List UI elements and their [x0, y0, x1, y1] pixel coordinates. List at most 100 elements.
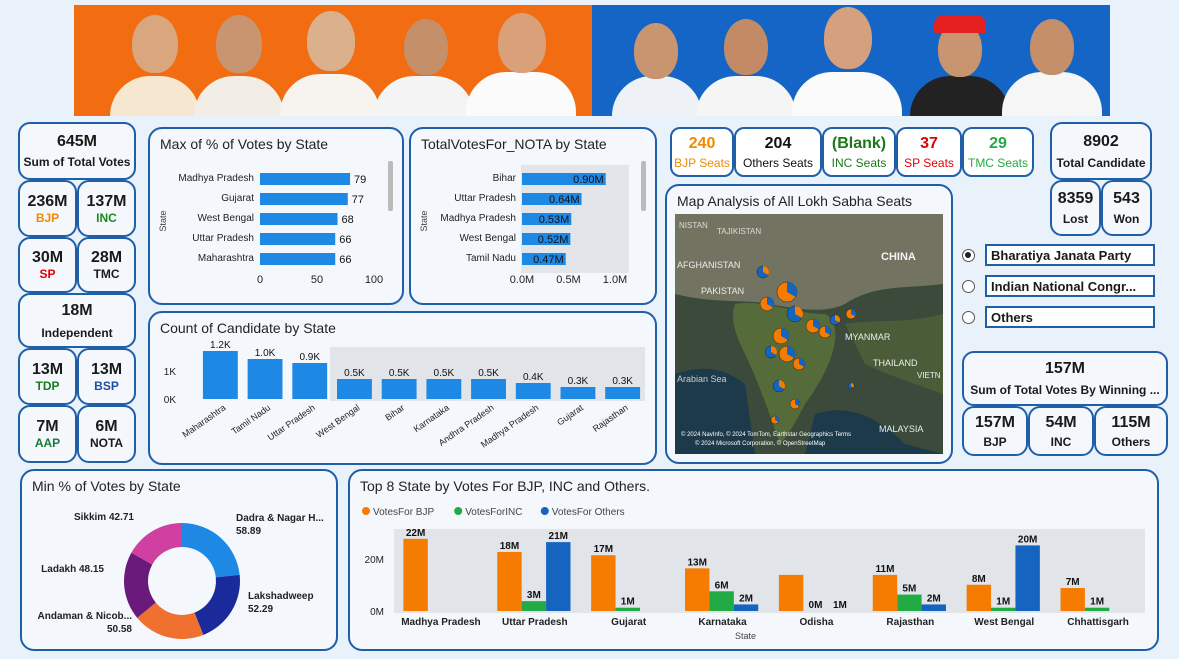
axis-label: State	[158, 210, 168, 231]
category-label: Madhya Pradesh	[401, 617, 480, 628]
tick-label: 50	[311, 274, 323, 286]
data-label: 11M	[876, 564, 895, 575]
kpi-independent-label: Independent	[41, 325, 113, 340]
radio-button[interactable]	[962, 310, 975, 324]
seat-card: 37 SP Seats	[896, 127, 962, 177]
winning-total-value: 157M	[1044, 360, 1086, 377]
data-label: 2M	[927, 593, 941, 604]
bar	[260, 213, 338, 225]
kpi-bjp-label: BJP	[35, 210, 60, 225]
category-label: Uttar Pradesh	[454, 193, 516, 204]
person-photo	[612, 5, 702, 116]
bar	[615, 607, 640, 611]
category-label: Gujarat	[555, 402, 585, 427]
winning-total-label: Sum of Total Votes By Winning ...	[970, 383, 1160, 397]
slice-label: Sikkim 42.71	[74, 512, 134, 523]
legend-label: VotesFor Others	[552, 507, 625, 518]
legend-label: VotesForINC	[465, 507, 522, 518]
slice-value-label: 52.29	[248, 604, 273, 615]
bar	[522, 173, 606, 185]
map-pie-slice	[825, 325, 832, 335]
bar	[1060, 588, 1085, 611]
bar	[260, 253, 336, 265]
map-label: NISTAN	[679, 221, 708, 230]
bar	[497, 551, 522, 611]
legend-marker	[540, 507, 549, 515]
category-label: Madhya Pradesh	[178, 173, 254, 184]
person-photo	[1002, 5, 1102, 116]
bar	[522, 253, 566, 265]
bar	[381, 379, 417, 399]
person-photo	[466, 5, 576, 116]
nota-card: TotalVotesFor_NOTA by State State Bihar 0.…	[409, 127, 657, 305]
map-pie-slice	[781, 327, 790, 340]
map-pie-slice	[851, 383, 855, 388]
bar	[546, 542, 571, 611]
data-label: 17M	[594, 544, 613, 555]
scrollbar	[641, 161, 646, 211]
seat-value: (Blank)	[831, 134, 887, 152]
kpi-sp-label: SP	[39, 267, 56, 281]
kpi-sp: 30M SP	[18, 237, 77, 293]
tick-label: 0M	[370, 607, 384, 618]
kpi-total-value: 645M	[56, 133, 98, 150]
bar	[522, 233, 571, 245]
data-label: 7M	[1066, 577, 1080, 588]
min-votes-card: Min % of Votes by State Dadra & Nagar H.…	[20, 469, 338, 651]
total-candidate-label: Total Candidate	[1056, 155, 1146, 170]
party-filter-option[interactable]: Indian National Congr...	[962, 275, 1155, 297]
kpi-bsp-label: BSP	[94, 378, 119, 393]
map-label: Arabian Sea	[677, 374, 727, 384]
seat-value: 29	[989, 134, 1007, 152]
kpi-tmc-value: 28M	[90, 249, 123, 266]
slice-name-label: Sikkim	[74, 512, 109, 523]
person-photo	[696, 5, 796, 116]
category-label: Rajasthan	[886, 617, 934, 628]
top8-chart: VotesFor BJP VotesForINC VotesFor Others 20…	[362, 507, 1145, 641]
bar	[522, 213, 572, 225]
map-pie-slice	[787, 281, 798, 297]
kpi-total-label: Sum of Total Votes	[23, 155, 131, 169]
map-view[interactable]: NISTAN TAJIKISTAN AFGHANISTAN PAKISTAN C…	[675, 214, 943, 454]
bar	[1084, 607, 1110, 611]
data-label: 3M	[527, 590, 541, 601]
data-label: 1M	[996, 597, 1010, 608]
winning-inc-card: 54M INC	[1028, 406, 1094, 456]
data-label: 20M	[1018, 534, 1037, 545]
person-photo	[792, 5, 902, 116]
seat-card: 204 Others Seats	[734, 127, 822, 177]
radio-button[interactable]	[962, 279, 975, 293]
seat-card: 240 BJP Seats	[670, 127, 734, 177]
kpi-tdp-value: 13M	[31, 360, 64, 378]
person-photo	[110, 5, 200, 116]
scrollbar	[388, 161, 393, 211]
kpi-independent: 18M Independent	[18, 293, 136, 348]
seat-card: 29 TMC Seats	[962, 127, 1034, 177]
category-label: Uttar Pradesh	[502, 617, 568, 628]
category-label: Gujarat	[221, 193, 254, 204]
map-pie-slice	[813, 318, 821, 330]
party-filter-label[interactable]: Others	[985, 306, 1155, 328]
bar	[685, 568, 710, 611]
data-label: 68	[342, 214, 354, 226]
party-filter-option[interactable]: Bharatiya Janata Party	[962, 244, 1155, 266]
slice-name-label: Dadra & Nagar H...	[236, 513, 324, 524]
bar	[522, 193, 582, 205]
radio-button[interactable]	[962, 248, 975, 262]
party-filter-label[interactable]: Indian National Congr...	[985, 275, 1155, 297]
won-label: Won	[1113, 212, 1140, 226]
slice-name-label: Lakshadweep	[248, 591, 314, 602]
data-label: 1.2K	[210, 340, 231, 351]
category-label: Odisha	[799, 617, 833, 628]
map-label: PAKISTAN	[701, 286, 744, 296]
kpi-bsp: 13M BSP	[77, 348, 136, 405]
party-filter-option[interactable]: Others	[962, 306, 1155, 328]
seat-value: 204	[764, 134, 792, 152]
map-pie-slice	[771, 345, 778, 355]
party-filter-label[interactable]: Bharatiya Janata Party	[985, 244, 1155, 266]
category-label: Bihar	[493, 173, 517, 184]
max-votes-chart: State Madhya Pradesh 79 Gujarat 77 West Benga…	[158, 161, 393, 286]
map-label: AFGHANISTAN	[677, 260, 740, 270]
slice-label: Ladakh 48.15	[41, 564, 104, 575]
count-candidate-card: Count of Candidate by State 1K 0K 1.2K Maha…	[148, 311, 657, 465]
